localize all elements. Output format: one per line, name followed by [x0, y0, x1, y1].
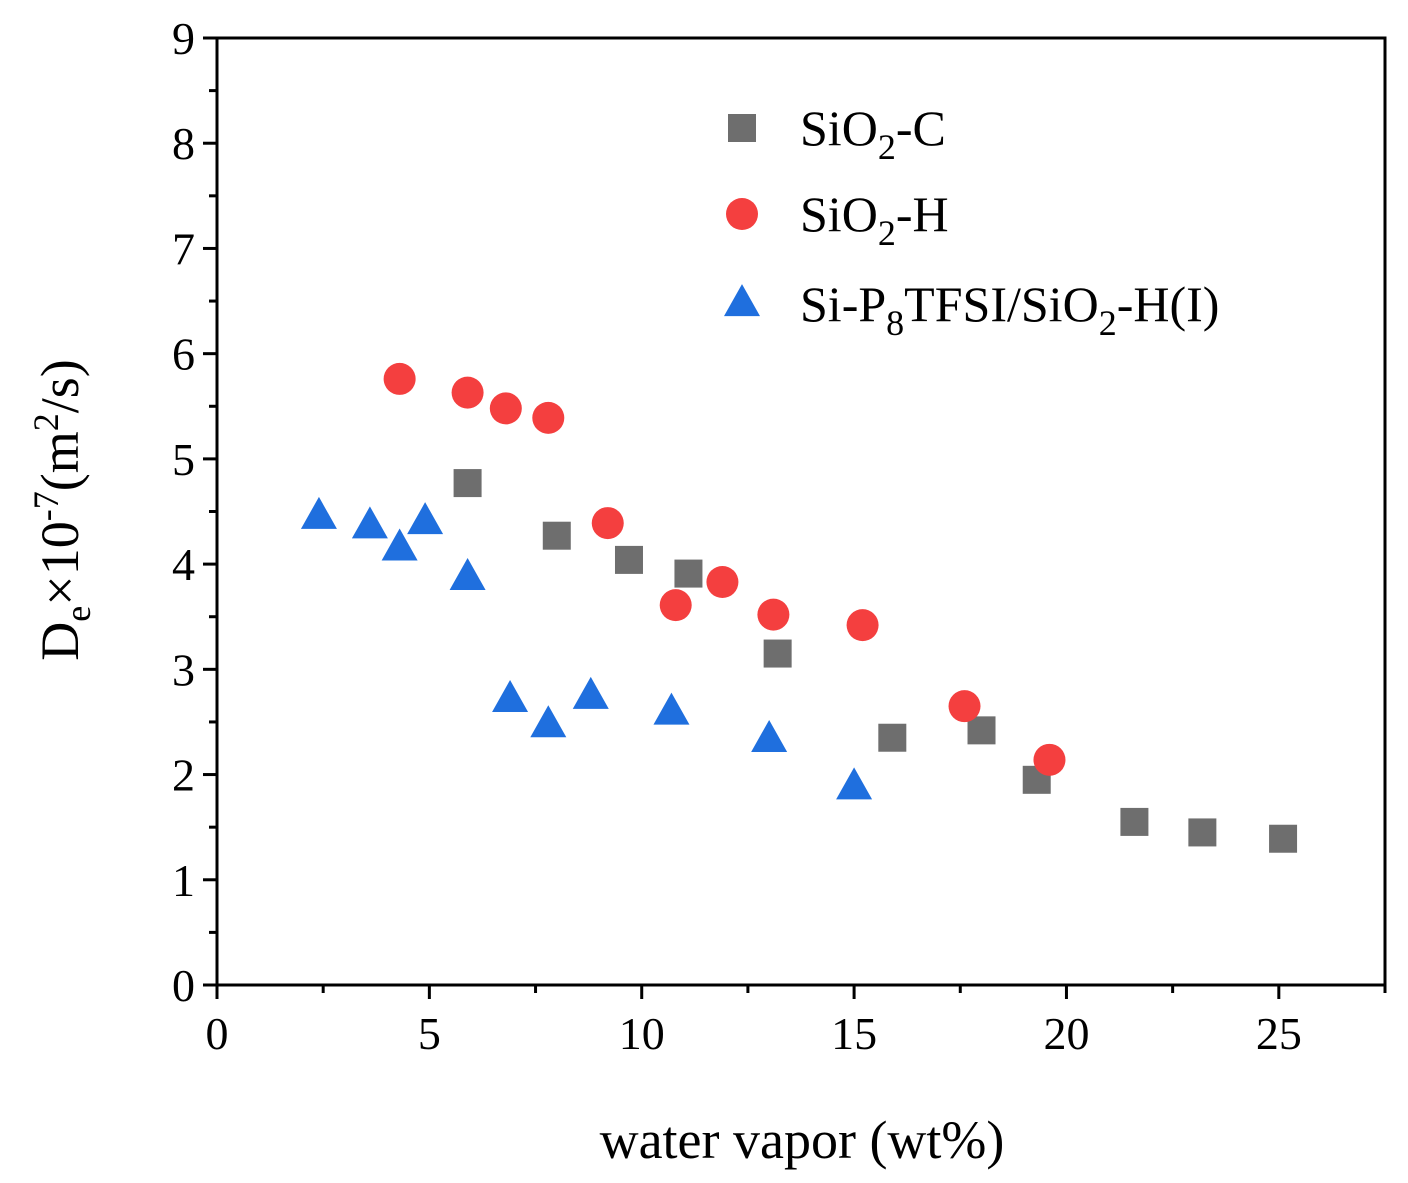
y-tick-label: 4	[172, 539, 195, 590]
y-tick-label: 3	[172, 644, 195, 695]
data-point-square	[453, 469, 482, 498]
x-tick-label: 5	[418, 1008, 441, 1059]
series-square	[453, 469, 1298, 853]
data-point-circle	[591, 507, 624, 540]
data-point-square	[614, 545, 643, 574]
y-axis-title-unit-sup: 2	[26, 413, 66, 431]
y-tick-label: 0	[172, 960, 195, 1011]
x-tick-label: 25	[1256, 1008, 1302, 1059]
data-point-circle	[451, 376, 484, 409]
y-tick-label: 5	[172, 434, 195, 485]
data-point-circle	[383, 362, 416, 395]
y-axis-title-exp: -7	[26, 491, 66, 521]
tick-marks	[203, 36, 1387, 999]
data-point-square	[1188, 818, 1217, 847]
x-tick-label: 0	[206, 1008, 229, 1059]
data-point-triangle	[492, 680, 529, 713]
data-point-circle	[1033, 743, 1066, 776]
y-axis-title-unit-open: (m	[30, 431, 90, 491]
data-point-square	[542, 521, 571, 550]
data-point-triangle	[381, 528, 418, 561]
data-point-square	[674, 559, 703, 588]
data-point-square	[878, 723, 907, 752]
data-point-triangle	[530, 705, 567, 738]
y-axis-title-base: D	[30, 622, 90, 661]
data-point-circle	[659, 589, 692, 622]
legend-label: Si-P8TFSI/SiO2-H(I)	[800, 276, 1219, 343]
data-point-triangle	[449, 557, 486, 590]
data-point-square	[1120, 807, 1149, 836]
data-point-circle	[706, 565, 739, 598]
x-tick-label: 20	[1043, 1008, 1089, 1059]
data-point-circle	[948, 690, 981, 723]
y-tick-label: 2	[172, 750, 195, 801]
data-point-triangle	[407, 502, 444, 535]
data-point-circle	[489, 392, 522, 425]
legend-label: SiO2-C	[800, 100, 946, 167]
legend: SiO2-C SiO2-H Si-P8TFSI/SiO2-H(I)	[724, 100, 1219, 343]
data-point-triangle	[300, 496, 337, 529]
tick-labels: 0 5 10 15 20 25 0 1 2 3 4 5 6 7 8 9	[172, 13, 1302, 1059]
data-point-triangle	[836, 767, 873, 800]
data-point-triangle	[351, 506, 388, 539]
y-tick-label: 8	[172, 118, 195, 169]
y-tick-label: 6	[172, 329, 195, 380]
data-point-circle	[846, 609, 879, 642]
y-tick-label: 7	[172, 223, 195, 274]
series-triangle	[300, 496, 873, 800]
data-point-triangle	[572, 676, 609, 709]
y-axis-title-sub: e	[58, 606, 98, 622]
legend-marker-triangle	[724, 284, 760, 317]
y-tick-label: 9	[172, 13, 195, 64]
data-point-square	[1269, 824, 1298, 853]
data-point-square	[967, 716, 996, 745]
y-axis-title-unit-close: /s)	[30, 359, 90, 413]
data-point-square	[763, 639, 792, 668]
series-circle	[383, 362, 1066, 776]
y-tick-label: 1	[172, 855, 195, 906]
data-point-triangle	[653, 692, 690, 725]
x-tick-label: 15	[831, 1008, 877, 1059]
legend-marker-square	[728, 114, 756, 142]
y-axis-title: De×10-7(m2/s)	[26, 359, 98, 660]
legend-label: SiO2-H	[800, 186, 949, 253]
data-point-circle	[532, 401, 565, 434]
legend-marker-circle	[726, 198, 758, 230]
data-point-triangle	[751, 719, 788, 752]
data-point-circle	[757, 598, 790, 631]
x-axis-title: water vapor (wt%)	[600, 1110, 1005, 1170]
x-tick-label: 10	[619, 1008, 665, 1059]
y-axis-title-mid: ×10	[30, 521, 90, 605]
data-points	[300, 362, 1298, 853]
